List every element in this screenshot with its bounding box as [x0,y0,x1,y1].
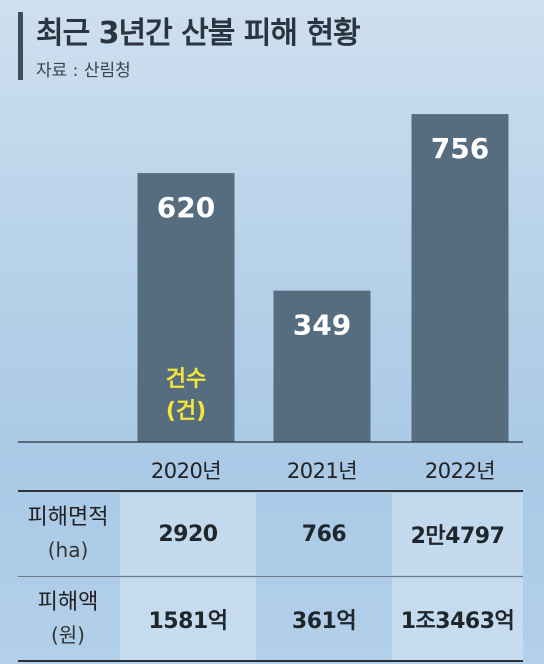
table-top-rule [18,490,523,492]
cell-area-2021: 766 [301,521,347,547]
row-header-damage-area: 피해면적 (ha) [18,493,118,575]
row-header-damage-cost: 피해액 (원) [18,578,118,660]
bar-value-label: 620 [157,191,215,224]
source-note: 자료 : 산림청 [36,61,131,81]
row-unit: (원) [50,623,85,647]
bar-value-label: 756 [431,132,489,165]
series-label: (건) [166,399,206,424]
cell-cost-2020: 1581억 [148,609,228,634]
table-shade-cell [392,578,523,660]
row-unit: (ha) [47,538,89,562]
bar-value-label: 349 [293,309,351,342]
cell-area-2020: 2920 [158,521,218,547]
bar-chart: 620 2020년 349 2021년 756 2022년 건수 (건) [18,114,523,483]
bar-2020년 [137,173,235,442]
stats-table: 피해면적 (ha) 2920 766 2만4797 피해액 (원) 1581억 … [0,490,544,664]
table-row-divider [18,576,523,577]
table-bottom-rule [18,660,523,662]
table-shade-cell [392,493,523,575]
bar-2022년 [411,114,509,443]
cell-cost-2022: 1조3463억 [400,609,515,634]
title-accent-bar [18,12,23,80]
row-label: 피해액 [37,590,99,615]
category-tick-label: 2021년 [287,459,357,483]
series-label: 건수 [166,367,206,392]
cell-area-2022: 2만4797 [410,524,505,549]
chart-title: 최근 3년간 산불 피해 현황 [36,16,361,51]
table-shade-cell [120,578,256,660]
category-tick-label: 2020년 [151,459,221,483]
cell-cost-2021: 361억 [291,609,357,634]
bar-2021년 [273,290,371,442]
row-label: 피해면적 [27,505,109,530]
table-shade-cell [120,493,256,575]
category-tick-label: 2022년 [425,459,495,483]
